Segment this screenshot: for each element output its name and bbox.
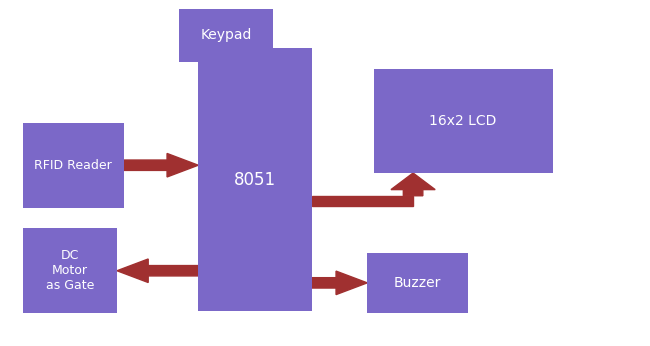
Text: RFID Reader: RFID Reader (34, 159, 112, 172)
FancyBboxPatch shape (23, 228, 117, 313)
Text: 16x2 LCD: 16x2 LCD (430, 114, 497, 128)
FancyArrow shape (124, 154, 198, 177)
FancyArrow shape (312, 271, 367, 295)
FancyBboxPatch shape (367, 253, 468, 313)
FancyBboxPatch shape (179, 9, 273, 62)
FancyArrow shape (312, 196, 413, 206)
FancyBboxPatch shape (198, 48, 312, 311)
Text: 8051: 8051 (234, 171, 276, 189)
Text: Keypad: Keypad (200, 28, 252, 43)
FancyArrow shape (222, 48, 255, 65)
FancyBboxPatch shape (23, 123, 124, 208)
Text: Buzzer: Buzzer (394, 276, 441, 290)
FancyArrow shape (391, 173, 436, 196)
FancyArrow shape (117, 259, 198, 282)
FancyBboxPatch shape (374, 69, 552, 173)
Text: DC
Motor
as Gate: DC Motor as Gate (46, 249, 94, 292)
